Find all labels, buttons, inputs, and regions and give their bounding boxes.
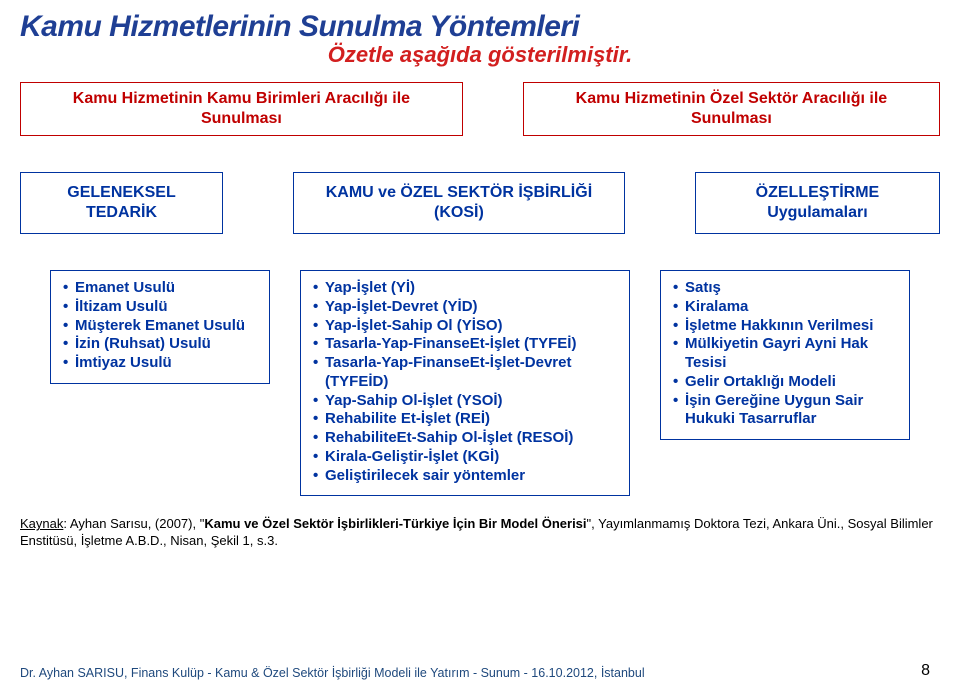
slide-title: Kamu Hizmetlerinin Sunulma Yöntemleri <box>20 10 940 44</box>
source-citation: Kaynak: Ayhan Sarısu, (2007), "Kamu ve Ö… <box>20 516 940 550</box>
list-item: İltizam Usulü <box>63 298 257 317</box>
list-item: İzin (Ruhsat) Usulü <box>63 335 257 354</box>
slide-footer: Dr. Ayhan SARISU, Finans Kulüp - Kamu & … <box>20 666 645 680</box>
list-item: Tasarla-Yap-FinanseEt-İşlet (TYFEİ) <box>313 335 617 354</box>
list-item: Müşterek Emanet Usulü <box>63 317 257 336</box>
top-box-2: Kamu Hizmetinin Özel Sektör Aracılığı il… <box>523 82 940 136</box>
bot-box-3: Satış Kiralama İşletme Hakkının Verilmes… <box>660 270 910 440</box>
list-item: Rehabilite Et-İşlet (REİ) <box>313 410 617 429</box>
list-item: Yap-Sahip Ol-İşlet (YSOİ) <box>313 392 617 411</box>
list-item: Geliştirilecek sair yöntemler <box>313 467 617 486</box>
list-item: Satış <box>673 279 897 298</box>
list-item: Yap-İşlet-Sahip Ol (YİSO) <box>313 317 617 336</box>
list-item: RehabiliteEt-Sahip Ol-İşlet (RESOİ) <box>313 429 617 448</box>
bot-box-1: Emanet Usulü İltizam Usulü Müşterek Eman… <box>50 270 270 384</box>
list-item: Mülkiyetin Gayri Ayni Hak Tesisi <box>673 335 897 373</box>
list-item: Yap-İşlet-Devret (YİD) <box>313 298 617 317</box>
list-item: İşin Gereğine Uygun Sair Hukuki Tasarruf… <box>673 392 897 430</box>
source-label: Kaynak <box>20 516 63 531</box>
row-bot: Emanet Usulü İltizam Usulü Müşterek Eman… <box>20 270 940 496</box>
list-item: Yap-İşlet (Yİ) <box>313 279 617 298</box>
list-item: İşletme Hakkının Verilmesi <box>673 317 897 336</box>
page-number: 8 <box>921 662 930 680</box>
top-box-1: Kamu Hizmetinin Kamu Birimleri Aracılığı… <box>20 82 463 136</box>
slide-subtitle: Özetle aşağıda gösterilmiştir. <box>20 42 940 68</box>
bot-box-2: Yap-İşlet (Yİ) Yap-İşlet-Devret (YİD) Ya… <box>300 270 630 496</box>
list-item: Tasarla-Yap-FinanseEt-İşlet-Devret (TYFE… <box>313 354 617 392</box>
mid-box-3: ÖZELLEŞTİRME Uygulamaları <box>695 172 940 234</box>
mid-box-2: KAMU ve ÖZEL SEKTÖR İŞBİRLİĞİ (KOSİ) <box>293 172 625 234</box>
list-item: Gelir Ortaklığı Modeli <box>673 373 897 392</box>
list-item: Emanet Usulü <box>63 279 257 298</box>
row-top: Kamu Hizmetinin Kamu Birimleri Aracılığı… <box>20 82 940 136</box>
row-mid: GELENEKSEL TEDARİK KAMU ve ÖZEL SEKTÖR İ… <box>20 172 940 234</box>
list-item: Kiralama <box>673 298 897 317</box>
list-item: İmtiyaz Usulü <box>63 354 257 373</box>
slide: Kamu Hizmetlerinin Sunulma Yöntemleri Öz… <box>0 0 960 694</box>
list-item: Kirala-Geliştir-İşlet (KGİ) <box>313 448 617 467</box>
mid-box-1: GELENEKSEL TEDARİK <box>20 172 223 234</box>
source-text: : Ayhan Sarısu, (2007), "Kamu ve Özel Se… <box>20 516 933 548</box>
